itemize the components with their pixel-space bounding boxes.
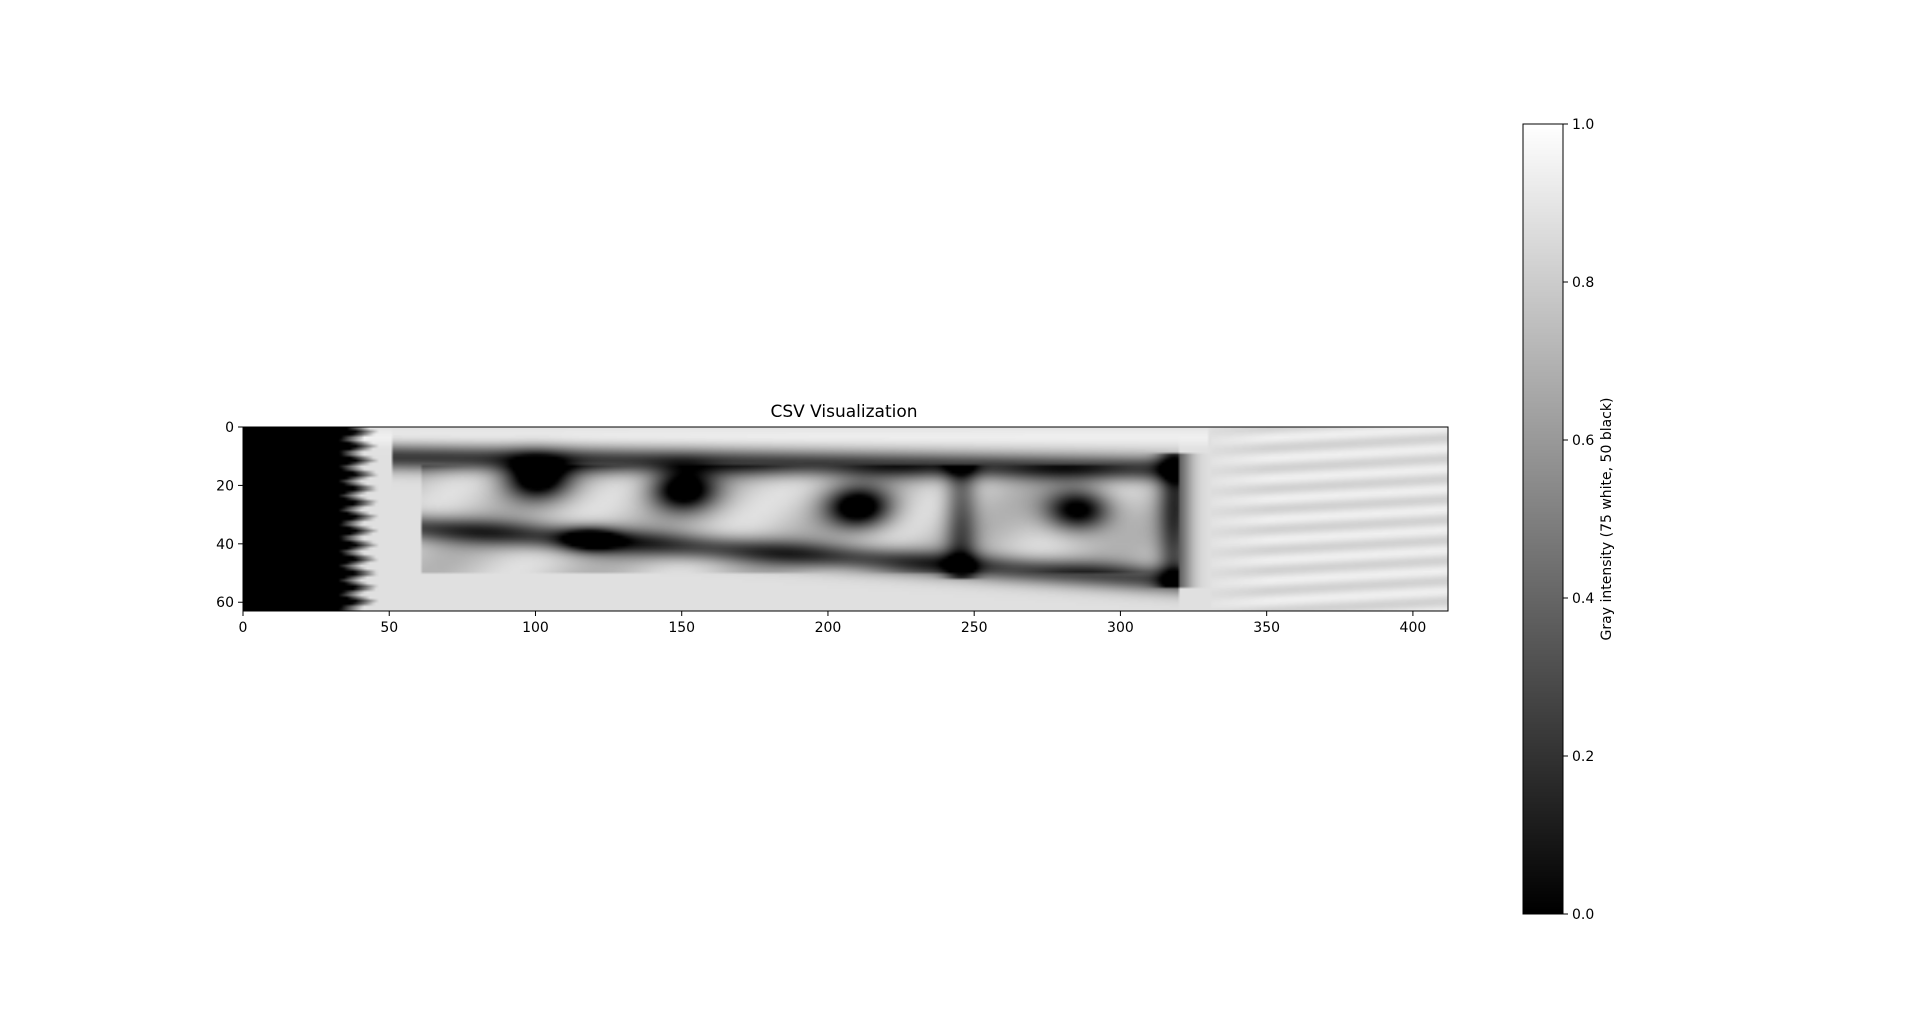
colorbar-tick-label: 0.0 <box>1572 907 1594 923</box>
colorbar-frame <box>1522 123 1564 915</box>
chart-title: CSV Visualization <box>770 402 917 422</box>
colorbar-label: Gray intensity (75 white, 50 black) <box>1599 398 1615 641</box>
plot-frame <box>242 426 1449 612</box>
y-axis: 0 20 40 60 <box>216 420 243 611</box>
colorbar-tick-label: 0.8 <box>1572 275 1594 291</box>
x-tick-label: 400 <box>1400 620 1427 636</box>
y-tick-label: 0 <box>225 420 234 436</box>
x-tick-label: 0 <box>239 620 248 636</box>
heatmap-image <box>243 427 1448 611</box>
colorbar-axis: 0.0 0.2 0.4 0.6 0.8 1.0 <box>1563 117 1594 923</box>
x-tick-label: 100 <box>522 620 549 636</box>
y-tick-label: 20 <box>216 478 234 494</box>
y-tick-label: 60 <box>216 595 234 611</box>
x-tick-label: 200 <box>815 620 842 636</box>
x-tick-label: 250 <box>961 620 988 636</box>
colorbar-tick-label: 0.6 <box>1572 433 1594 449</box>
colorbar-tick-label: 0.4 <box>1572 591 1594 607</box>
x-tick-label: 350 <box>1253 620 1280 636</box>
colorbar-tick-label: 0.2 <box>1572 749 1594 765</box>
x-tick-label: 300 <box>1107 620 1134 636</box>
y-tick-label: 40 <box>216 537 234 553</box>
x-axis: 0 50 100 150 200 250 300 350 400 <box>239 611 1427 636</box>
colorbar-tick-label: 1.0 <box>1572 117 1594 133</box>
x-tick-label: 50 <box>380 620 398 636</box>
x-tick-label: 150 <box>668 620 695 636</box>
colorbar-gradient <box>1523 124 1563 914</box>
